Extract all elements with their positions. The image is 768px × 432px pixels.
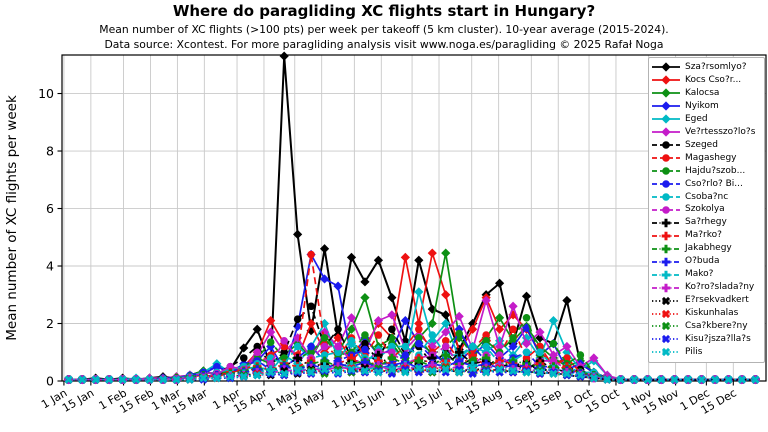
legend-marker-x-icon <box>652 309 680 318</box>
legend-marker-plus-icon <box>652 283 680 292</box>
chart-source-credit: Data source: Xcontest. For more paraglid… <box>104 38 664 51</box>
legend-marker-x-icon <box>652 296 680 305</box>
legend-marker-diamond-icon <box>652 127 680 137</box>
legend-label: Csoba?nc <box>685 191 729 202</box>
legend-item: Jakabhegy <box>651 242 762 255</box>
legend-item: Hajdu?szob... <box>651 165 762 178</box>
legend-label: Sza?rsomlyo? <box>685 62 747 72</box>
legend-label: Kisu?jsza?lla?s <box>685 334 751 345</box>
y-axis-label: Mean number of XC flights per week <box>4 95 20 341</box>
legend-label: Ve?rtesszo?lo?s <box>685 126 756 137</box>
legend-item: Kocs Cso?r... <box>651 74 762 87</box>
legend-marker-diamond-icon <box>652 75 680 85</box>
legend-item: Magashegy <box>651 152 762 165</box>
legend-label: Ma?rko? <box>685 230 722 241</box>
legend-label: Kocs Cso?r... <box>685 74 742 85</box>
legend-item: Cso?rlo? Bi... <box>651 178 762 191</box>
y-tick-label: 10 <box>38 86 54 101</box>
series-pilis <box>64 364 760 384</box>
data-series-layer <box>64 51 761 385</box>
legend-label: Kiskunhalas <box>685 308 739 319</box>
legend-marker-circle-icon <box>652 180 680 188</box>
legend-item: Ko?ro?slada?ny <box>651 281 762 294</box>
legend-label: Szokolya <box>685 204 725 215</box>
y-tick-label: 0 <box>46 374 54 389</box>
legend-label: Magashegy <box>685 152 737 163</box>
legend-marker-circle-icon <box>652 167 680 175</box>
y-tick-label: 8 <box>46 144 54 159</box>
legend-label: E?rsekvadkert <box>685 295 749 306</box>
y-tick-label: 4 <box>46 259 54 274</box>
legend-item: Csoba?nc <box>651 191 762 204</box>
legend-marker-plus-icon <box>652 231 680 241</box>
y-tick-label: 2 <box>46 316 54 331</box>
legend-item: Eged <box>651 113 762 126</box>
legend-item: E?rsekvadkert <box>651 294 762 307</box>
legend-label: Pilis <box>685 346 703 357</box>
legend-item: O?buda <box>651 255 762 268</box>
legend: Sza?rsomlyo? Kocs Cso?r... Kalocsa Nyikom Eg… <box>648 57 765 363</box>
legend-label: O?buda <box>685 256 720 267</box>
legend-item: Mako? <box>651 268 762 281</box>
legend-marker-plus-icon <box>652 244 680 254</box>
chart-title: Where do paragliding XC flights start in… <box>172 2 596 20</box>
legend-marker-circle-icon <box>652 154 680 162</box>
legend-label: Nyikom <box>685 100 719 111</box>
legend-item: Kalocsa <box>651 87 762 100</box>
legend-item: Kisu?jsza?lla?s <box>651 333 762 346</box>
legend-marker-diamond-icon <box>652 101 680 111</box>
legend-item: Szokolya <box>651 203 762 216</box>
legend-label: Sa?rhegy <box>685 217 727 228</box>
legend-item: Sa?rhegy <box>651 216 762 229</box>
legend-label: Csa?kbere?ny <box>685 321 748 332</box>
y-tick-label: 6 <box>46 201 54 216</box>
legend-label: Mako? <box>685 269 714 280</box>
legend-item: Csa?kbere?ny <box>651 320 762 333</box>
legend-marker-circle-icon <box>652 141 680 149</box>
x-tick-label: 15 Jan <box>60 386 96 414</box>
legend-item: Kiskunhalas <box>651 307 762 320</box>
legend-marker-diamond-icon <box>652 62 680 72</box>
legend-item: Ma?rko? <box>651 229 762 242</box>
legend-marker-diamond-icon <box>652 114 680 124</box>
chart-subtitle: Mean number of XC flights (>100 pts) per… <box>99 23 669 36</box>
legend-item: Pilis <box>651 346 762 359</box>
legend-item: Sza?rsomlyo? <box>651 61 762 74</box>
legend-label: Hajdu?szob... <box>685 165 746 176</box>
legend-label: Cso?rlo? Bi... <box>685 178 743 189</box>
x-tick-label: 15 Jul <box>411 386 444 413</box>
legend-label: Szeged <box>685 139 718 150</box>
legend-marker-plus-icon <box>652 270 680 279</box>
legend-marker-x-icon <box>652 335 680 344</box>
legend-marker-x-icon <box>652 348 680 357</box>
legend-marker-circle-icon <box>652 193 680 201</box>
legend-marker-plus-icon <box>652 218 680 228</box>
legend-item: Szeged <box>651 139 762 152</box>
legend-marker-x-icon <box>652 322 680 331</box>
legend-label: Kalocsa <box>685 87 720 98</box>
legend-item: Ve?rtesszo?lo?s <box>651 126 762 139</box>
legend-marker-circle-icon <box>652 206 680 214</box>
legend-item: Nyikom <box>651 100 762 113</box>
legend-marker-plus-icon <box>652 257 680 266</box>
legend-label: Eged <box>685 113 708 124</box>
legend-marker-diamond-icon <box>652 88 680 98</box>
legend-label: Ko?ro?slada?ny <box>685 282 755 293</box>
legend-label: Jakabhegy <box>685 243 732 254</box>
